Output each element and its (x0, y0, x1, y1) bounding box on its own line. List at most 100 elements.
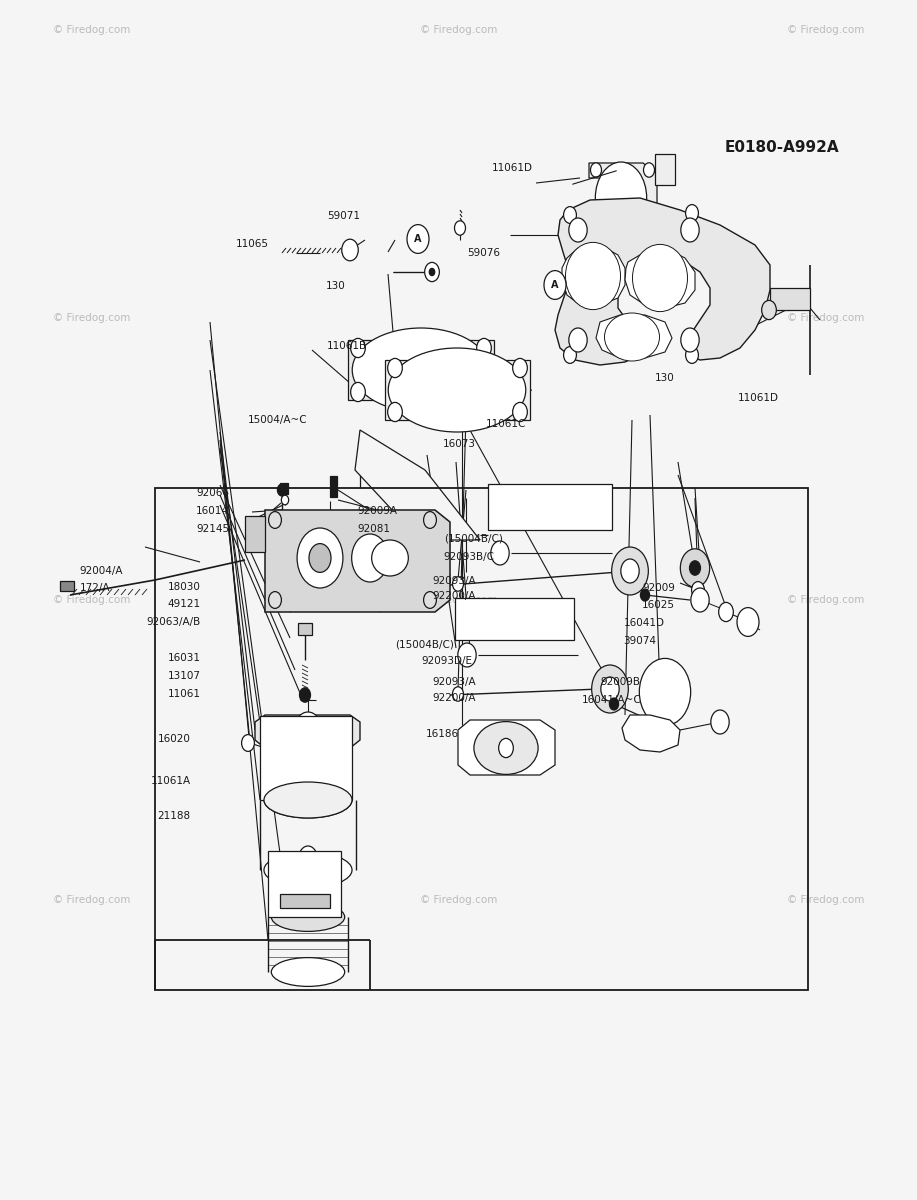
Circle shape (299, 846, 317, 870)
Text: 92145: 92145 (196, 524, 229, 534)
Ellipse shape (371, 540, 408, 576)
Ellipse shape (388, 348, 525, 432)
Text: 39074: 39074 (624, 636, 657, 646)
Circle shape (407, 224, 429, 253)
Circle shape (452, 577, 463, 592)
Circle shape (639, 659, 691, 726)
Circle shape (297, 528, 343, 588)
Circle shape (294, 712, 322, 748)
Bar (268, 851, 341, 917)
Text: 130: 130 (326, 281, 346, 290)
Ellipse shape (474, 721, 538, 774)
Text: 59076: 59076 (468, 248, 501, 258)
Bar (455, 598, 574, 640)
Text: 18030: 18030 (168, 582, 201, 592)
Circle shape (762, 300, 777, 319)
Polygon shape (589, 163, 657, 228)
Ellipse shape (264, 852, 352, 888)
Circle shape (591, 215, 602, 229)
Circle shape (292, 886, 301, 898)
Circle shape (278, 484, 287, 496)
Circle shape (737, 607, 759, 636)
Polygon shape (348, 340, 494, 400)
Text: © Firedog.com: © Firedog.com (53, 895, 130, 905)
Circle shape (621, 559, 639, 583)
Ellipse shape (271, 902, 345, 931)
Polygon shape (596, 314, 672, 358)
Circle shape (350, 338, 365, 358)
Bar (330, 487, 337, 497)
Ellipse shape (271, 958, 345, 986)
Text: 16020: 16020 (158, 734, 191, 744)
Circle shape (350, 383, 365, 402)
Circle shape (711, 710, 729, 734)
Ellipse shape (595, 162, 646, 234)
Bar (280, 894, 330, 908)
Circle shape (569, 218, 587, 242)
Circle shape (640, 589, 649, 601)
Text: 92009: 92009 (642, 583, 675, 593)
Text: 16014: 16014 (196, 506, 229, 516)
Circle shape (564, 206, 577, 223)
Circle shape (269, 592, 282, 608)
Circle shape (691, 588, 709, 612)
Text: E0180-A992A: E0180-A992A (724, 140, 839, 155)
Circle shape (477, 338, 492, 358)
Circle shape (458, 643, 476, 667)
Bar (260, 716, 352, 800)
Text: © Firedog.com: © Firedog.com (787, 595, 864, 605)
Text: (15004B/C): (15004B/C) (395, 640, 454, 649)
Text: 16025: 16025 (642, 600, 675, 610)
Bar (298, 623, 312, 635)
Text: 15004/A~C: 15004/A~C (248, 415, 307, 425)
Text: 92200/A: 92200/A (432, 694, 475, 703)
Text: 11061: 11061 (168, 689, 201, 698)
Ellipse shape (264, 782, 352, 818)
Circle shape (477, 383, 492, 402)
Polygon shape (265, 510, 450, 612)
Circle shape (269, 511, 282, 528)
Text: 13107: 13107 (168, 671, 201, 680)
Ellipse shape (604, 313, 659, 361)
Circle shape (686, 347, 699, 364)
Circle shape (612, 547, 648, 595)
Text: 11061D: 11061D (738, 394, 779, 403)
Text: 16031: 16031 (168, 653, 201, 662)
Text: 49121: 49121 (168, 599, 201, 608)
Text: 16073: 16073 (443, 439, 476, 449)
Text: 92009B: 92009B (601, 677, 641, 686)
Ellipse shape (264, 782, 352, 818)
Text: 11065: 11065 (236, 239, 269, 248)
Polygon shape (770, 288, 810, 310)
Text: © Firedog.com: © Firedog.com (787, 895, 864, 905)
Polygon shape (355, 430, 480, 540)
Circle shape (388, 359, 403, 378)
Bar (655, 154, 675, 185)
Polygon shape (385, 360, 530, 420)
Circle shape (686, 204, 699, 221)
Text: © Firedog.com: © Firedog.com (53, 313, 130, 323)
Text: © Firedog.com: © Firedog.com (420, 25, 497, 35)
Text: 59071: 59071 (327, 211, 360, 221)
Circle shape (680, 548, 710, 587)
Circle shape (644, 163, 655, 178)
Circle shape (591, 163, 602, 178)
Circle shape (342, 239, 359, 260)
Circle shape (680, 328, 699, 352)
Circle shape (544, 270, 566, 299)
Text: © Firedog.com: © Firedog.com (787, 313, 864, 323)
Text: 92093B/C: 92093B/C (444, 552, 495, 562)
Circle shape (491, 541, 509, 565)
Circle shape (241, 734, 254, 751)
Ellipse shape (566, 242, 621, 310)
Circle shape (424, 511, 436, 528)
Circle shape (691, 582, 704, 599)
Text: © Firedog.com: © Firedog.com (787, 25, 864, 35)
Text: © Firedog.com: © Firedog.com (420, 595, 497, 605)
Ellipse shape (352, 328, 490, 412)
Text: 92009A: 92009A (358, 506, 398, 516)
Text: 21188: 21188 (158, 811, 191, 821)
Polygon shape (562, 245, 625, 305)
Polygon shape (255, 715, 360, 748)
Text: © Firedog.com: © Firedog.com (53, 25, 130, 35)
